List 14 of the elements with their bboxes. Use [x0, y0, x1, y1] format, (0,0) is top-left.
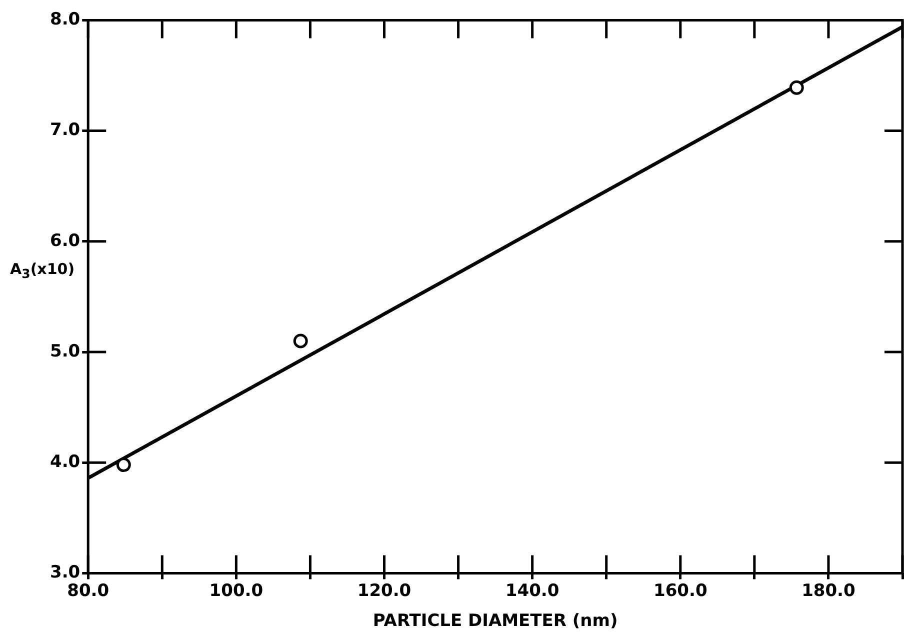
x-tick-label: 140.0	[505, 580, 560, 601]
x-tick-label: 180.0	[802, 580, 856, 601]
y-tick-label: 4.0	[50, 452, 80, 472]
y-tick-label: 3.0	[50, 562, 80, 583]
x-tick-label: 100.0	[209, 580, 264, 601]
y-tick-label: 7.0	[50, 120, 80, 140]
y-tick-label: 6.0	[50, 230, 80, 251]
x-tick-label: 80.0	[67, 580, 110, 601]
x-axis-title: PARTICLE DIAMETER (nm)	[372, 611, 618, 632]
y-tick-label: 8.0	[50, 10, 80, 30]
x-tick-label: 120.0	[357, 580, 412, 601]
x-tick-label: 160.0	[654, 580, 708, 601]
y-tick-label: 5.0	[50, 341, 80, 362]
y-axis-title: A$_{3}$(x10)	[10, 260, 75, 281]
